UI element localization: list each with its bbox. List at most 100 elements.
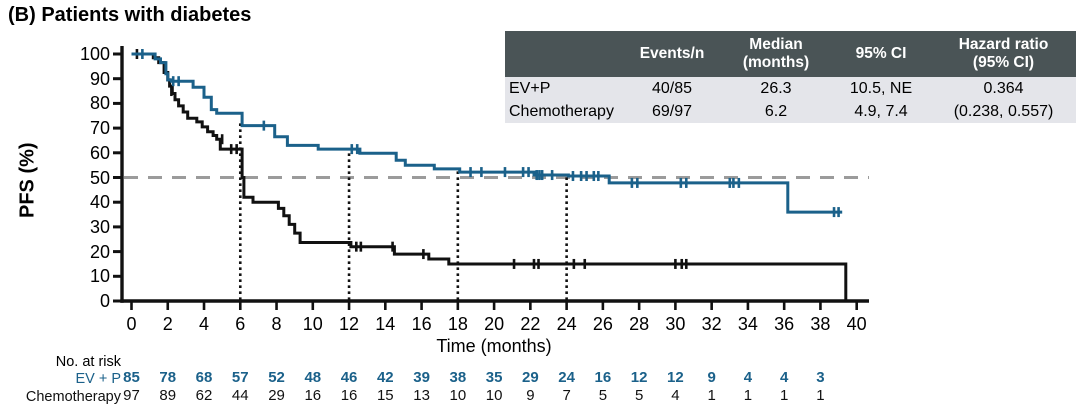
x-tick-label: 34 <box>737 314 758 334</box>
x-tick-label: 30 <box>665 314 686 334</box>
risk-count: 4 <box>743 369 753 386</box>
y-tick-label: 0 <box>99 291 110 311</box>
risk-count: 24 <box>558 369 575 386</box>
x-tick-label: 22 <box>520 314 541 334</box>
x-tick-label: 6 <box>235 314 246 334</box>
value-cell: 6.2 <box>764 103 788 120</box>
x-tick-label: 8 <box>271 314 282 334</box>
x-tick-label: 10 <box>302 314 323 334</box>
y-tick-label: 10 <box>89 266 110 287</box>
risk-row-label: Chemotherapy <box>25 389 121 405</box>
risk-count: 7 <box>562 387 571 404</box>
risk-count: 16 <box>304 387 322 404</box>
x-tick-label: 24 <box>556 314 577 334</box>
risk-count: 29 <box>268 387 285 404</box>
y-tick-label: 60 <box>89 142 110 163</box>
value-cell: 10.5, NE <box>849 80 913 97</box>
risk-count: 9 <box>526 387 535 404</box>
value-cell: 69/97 <box>651 103 693 120</box>
risk-count: 46 <box>340 369 358 386</box>
risk-count: 97 <box>123 387 140 404</box>
x-tick-label: 2 <box>162 314 173 334</box>
x-tick-label: 16 <box>411 314 432 334</box>
x-tick-label: 32 <box>701 314 722 334</box>
summary-table-header: Events/n Median (months) 95% CI Hazard rati… <box>505 31 1076 77</box>
risk-count: 44 <box>231 387 249 404</box>
risk-count: 4 <box>780 369 789 386</box>
x-tick-label: 4 <box>199 314 210 334</box>
risk-count: 1 <box>707 387 716 404</box>
x-tick-label: 0 <box>126 314 137 334</box>
risk-count: 15 <box>376 387 394 404</box>
summary-table-row: EV+P 40/85 26.3 10.5, NE 0.364 <box>505 77 1076 100</box>
risk-count: 1 <box>780 387 789 404</box>
risk-count: 12 <box>667 369 684 386</box>
risk-count: 10 <box>485 387 503 404</box>
risk-count: 89 <box>159 387 177 404</box>
y-tick-label: 40 <box>89 192 110 213</box>
risk-count: 5 <box>598 387 608 404</box>
x-tick-label: 20 <box>484 314 505 334</box>
risk-count: 10 <box>449 387 467 404</box>
km-curve-ev-p <box>131 52 843 214</box>
x-tick-label: 14 <box>375 314 396 334</box>
summary-header-cell: Events/n <box>639 44 705 62</box>
risk-count: 13 <box>413 387 430 404</box>
y-tick-label: 50 <box>89 167 110 188</box>
risk-count: 48 <box>304 369 322 386</box>
summary-header-cell <box>505 31 623 77</box>
value-cell: 26.3 <box>760 80 792 97</box>
risk-count: 16 <box>594 369 612 386</box>
risk-count: 1 <box>816 387 825 404</box>
risk-count: 3 <box>816 369 825 386</box>
y-tick-label: 90 <box>89 68 110 89</box>
risk-count: 62 <box>195 387 213 404</box>
y-tick-label: 100 <box>79 44 110 64</box>
x-tick-label: 38 <box>810 314 831 334</box>
risk-count: 1 <box>743 387 753 404</box>
risk-count: 9 <box>707 369 716 386</box>
x-axis-title: Time (months) <box>436 336 552 356</box>
risk-count: 29 <box>522 369 539 386</box>
x-tick-label: 40 <box>846 314 867 334</box>
group-name-cell: Chemotherapy <box>509 103 614 120</box>
risk-row-label: EV + P <box>75 371 121 387</box>
risk-count: 39 <box>413 369 430 386</box>
y-tick-label: 30 <box>89 216 110 237</box>
summary-table: Events/n Median (months) 95% CI Hazard rati… <box>505 31 1076 123</box>
risk-count: 5 <box>634 387 644 404</box>
x-tick-label: 28 <box>629 314 650 334</box>
risk-count: 78 <box>159 369 177 386</box>
y-tick-label: 20 <box>89 241 110 262</box>
summary-table-body: EV+P 40/85 26.3 10.5, NE 0.364 Chemotherapy 69… <box>505 77 1076 123</box>
y-tick-label: 70 <box>89 118 110 139</box>
summary-header-cell: 95% CI <box>855 44 907 62</box>
risk-count: 16 <box>340 387 358 404</box>
risk-count: 42 <box>376 369 394 386</box>
x-tick-label: 26 <box>592 314 613 334</box>
x-tick-label: 36 <box>774 314 795 334</box>
figure-title: (B) Patients with diabetes <box>8 4 252 26</box>
x-tick-label: 18 <box>447 314 468 334</box>
value-cell: 40/85 <box>651 80 693 97</box>
risk-count: 38 <box>449 369 467 386</box>
x-tick-label: 12 <box>339 314 360 334</box>
risk-count: 35 <box>485 369 503 386</box>
group-name-cell: EV+P <box>509 80 551 97</box>
value-cell: 0.364 <box>983 80 1024 97</box>
risk-count: 57 <box>231 369 249 386</box>
value-cell: (0.238, 0.557) <box>953 103 1054 120</box>
risk-count: 85 <box>123 369 140 386</box>
value-cell: 4.9, 7.4 <box>854 103 908 120</box>
km-curve-chemotherapy <box>131 52 848 301</box>
summary-header-cell: Hazard ratio (95% CI) <box>958 35 1049 71</box>
summary-table-row: Chemotherapy 69/97 6.2 4.9, 7.4 (0.238, 0.55… <box>505 100 1076 123</box>
risk-count: 68 <box>195 369 213 386</box>
y-tick-label: 80 <box>89 93 110 114</box>
risk-count: 52 <box>268 369 285 386</box>
summary-header-cell: Median (months) <box>742 35 810 71</box>
risk-count: 4 <box>671 387 680 404</box>
risk-table-heading: No. at risk <box>55 354 121 370</box>
risk-count: 12 <box>630 369 648 386</box>
